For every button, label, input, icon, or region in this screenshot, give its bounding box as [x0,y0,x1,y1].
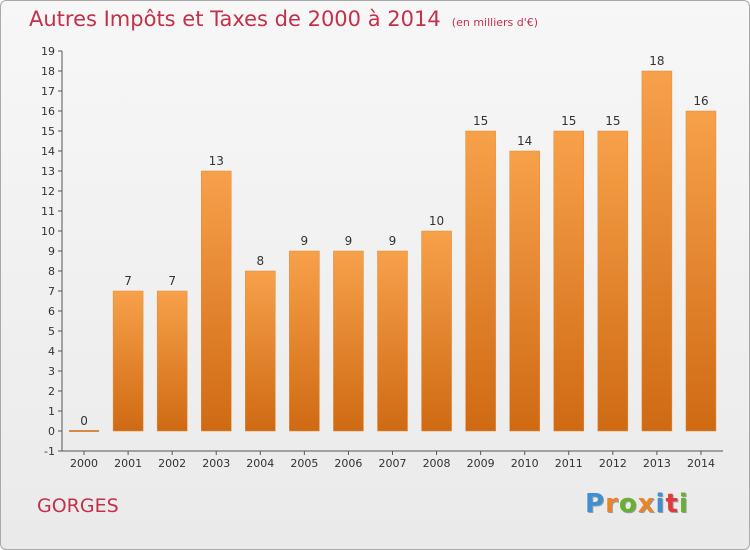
y-tick-label: 15 [41,125,55,138]
bar [597,130,629,432]
x-tick-label: 2004 [246,457,274,470]
logo-letter: t [665,489,679,519]
data-label: 13 [209,154,224,168]
logo-letter: x [637,489,656,519]
y-tick-label: 1 [48,405,55,418]
data-label: 9 [389,234,397,248]
logo-letter: P [585,489,606,519]
logo-letter: r [605,489,619,519]
data-label: 16 [693,94,708,108]
bar [200,170,232,432]
data-label: 15 [561,114,576,128]
logo-letter: o [618,489,638,519]
proxiti-logo[interactable]: Proxiti [585,489,689,519]
logo-letter: i [655,489,666,519]
y-tick-label: 19 [41,45,55,58]
y-tick-label: 6 [48,305,55,318]
data-label: 10 [429,214,444,228]
bar [421,230,452,432]
y-tick-label: 3 [48,365,55,378]
bar [156,290,188,432]
x-tick-label: 2003 [202,457,230,470]
y-tick-label: 14 [41,145,55,158]
y-tick-label: 9 [48,245,55,258]
y-tick-label: 4 [48,345,55,358]
bar [641,70,673,432]
y-tick-label: 18 [41,65,55,78]
data-label: 9 [345,234,353,248]
data-label: 7 [124,274,132,288]
x-tick-label: 2013 [643,457,671,470]
x-tick-label: 2009 [467,457,495,470]
y-tick-label: 11 [41,205,55,218]
y-tick-label: 12 [41,185,55,198]
y-tick-label: 8 [48,265,55,278]
chart-unit-note: (en milliers d'€) [451,16,539,29]
y-tick-label: 7 [48,285,55,298]
bar [685,110,717,432]
chart-bars [69,70,717,432]
x-tick-label: 2002 [158,457,186,470]
y-tick-label: -1 [44,445,55,458]
x-tick-label: 2007 [379,457,407,470]
x-tick-label: 2006 [334,457,362,470]
bar [465,130,496,432]
y-tick-label: 2 [48,385,55,398]
chart-title: Autres Impôts et Taxes de 2000 à 2014 [29,7,441,31]
x-tick-label: 2001 [114,457,142,470]
commune-name: GORGES [37,495,119,517]
data-label: 8 [256,254,264,268]
data-label: 18 [649,54,664,68]
bar [333,250,364,432]
logo-letter: i [678,489,689,519]
bar [245,270,276,432]
data-label: 15 [473,114,488,128]
y-tick-label: 13 [41,165,55,178]
x-tick-label: 2010 [511,457,539,470]
bar [112,290,144,432]
y-tick-label: 10 [41,225,55,238]
data-label: 15 [605,114,620,128]
bar [377,250,408,432]
data-label: 9 [301,234,309,248]
x-tick-label: 2008 [423,457,451,470]
y-tick-label: 0 [48,425,55,438]
bar [553,130,585,432]
title-row: Autres Impôts et Taxes de 2000 à 2014 (e… [29,7,538,31]
x-tick-label: 2000 [70,457,98,470]
y-tick-label: 17 [41,85,55,98]
chart-labels: 2000 0 2001 7 2002 7 2003 13 2004 8 2005 9 2006 9 2007… [70,54,715,470]
x-tick-label: 2005 [290,457,318,470]
bar [509,150,540,432]
data-label: 0 [80,414,88,428]
data-label: 7 [168,274,176,288]
data-label: 14 [517,134,532,148]
x-tick-label: 2011 [555,457,583,470]
bar [289,250,320,432]
x-tick-label: 2014 [687,457,715,470]
y-tick-label: 16 [41,105,55,118]
y-tick-label: 5 [48,325,55,338]
x-tick-label: 2012 [599,457,627,470]
